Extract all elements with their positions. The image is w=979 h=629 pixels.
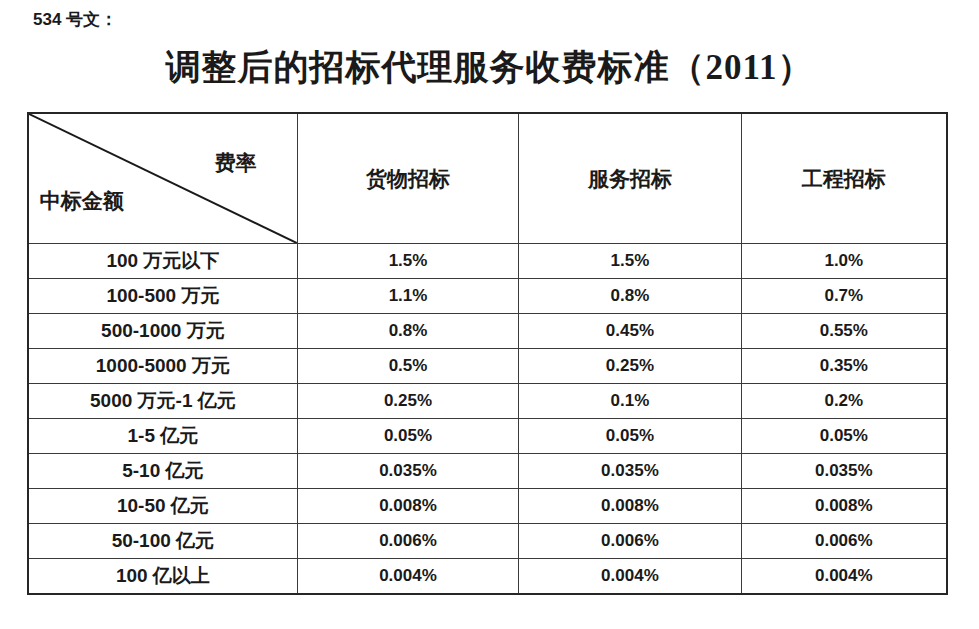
table-row: 100-500 万元 1.1% 0.8% 0.7% — [28, 279, 947, 314]
rate-value: 1.5% — [519, 244, 741, 279]
table-row: 10-50 亿元 0.008% 0.008% 0.008% — [28, 489, 947, 524]
rate-value: 0.45% — [519, 314, 741, 349]
rate-value: 0.004% — [741, 559, 947, 595]
rate-value: 0.8% — [519, 279, 741, 314]
table-row: 1-5 亿元 0.05% 0.05% 0.05% — [28, 419, 947, 454]
table-row: 5000 万元-1 亿元 0.25% 0.1% 0.2% — [28, 384, 947, 419]
corner-label-rate: 费率 — [215, 149, 257, 177]
table-row: 1000-5000 万元 0.5% 0.25% 0.35% — [28, 349, 947, 384]
rate-value: 0.035% — [297, 454, 518, 489]
rate-value: 1.5% — [297, 244, 518, 279]
amount-range-label: 5000 万元-1 亿元 — [28, 384, 297, 419]
document-page: 534 号文： 调整后的招标代理服务收费标准（2011） 费率 中标金额 货物招… — [0, 0, 979, 629]
rate-value: 0.05% — [519, 419, 741, 454]
table-row: 5-10 亿元 0.035% 0.035% 0.035% — [28, 454, 947, 489]
rate-value: 0.008% — [741, 489, 947, 524]
diagonal-divider-line — [29, 114, 297, 243]
rate-value: 0.25% — [297, 384, 518, 419]
rate-value: 0.35% — [741, 349, 947, 384]
column-header-services: 服务招标 — [519, 113, 741, 244]
rate-value: 0.008% — [519, 489, 741, 524]
amount-range-label: 10-50 亿元 — [28, 489, 297, 524]
rate-value: 0.004% — [297, 559, 518, 595]
corner-label-amount: 中标金额 — [40, 187, 124, 215]
table-corner-cell: 费率 中标金额 — [28, 113, 297, 244]
rate-value: 0.7% — [741, 279, 947, 314]
amount-range-label: 100 亿以上 — [28, 559, 297, 595]
rate-value: 0.5% — [297, 349, 518, 384]
rate-value: 0.05% — [297, 419, 518, 454]
rate-value: 0.2% — [741, 384, 947, 419]
rate-value: 0.25% — [519, 349, 741, 384]
fee-table: 费率 中标金额 货物招标 服务招标 工程招标 100 万元以下 1.5% 1.5… — [27, 112, 948, 595]
rate-value: 0.55% — [741, 314, 947, 349]
rate-value: 1.0% — [741, 244, 947, 279]
amount-range-label: 50-100 亿元 — [28, 524, 297, 559]
column-header-engineering: 工程招标 — [741, 113, 947, 244]
rate-value: 1.1% — [297, 279, 518, 314]
rate-value: 0.1% — [519, 384, 741, 419]
table-row: 50-100 亿元 0.006% 0.006% 0.006% — [28, 524, 947, 559]
rate-value: 0.035% — [741, 454, 947, 489]
rate-value: 0.004% — [519, 559, 741, 595]
rate-value: 0.035% — [519, 454, 741, 489]
amount-range-label: 500-1000 万元 — [28, 314, 297, 349]
table-row: 100 万元以下 1.5% 1.5% 1.0% — [28, 244, 947, 279]
doc-title: 调整后的招标代理服务收费标准（2011） — [0, 44, 979, 91]
rate-value: 0.006% — [519, 524, 741, 559]
rate-value: 0.008% — [297, 489, 518, 524]
column-header-goods: 货物招标 — [297, 113, 518, 244]
amount-range-label: 1-5 亿元 — [28, 419, 297, 454]
rate-value: 0.05% — [741, 419, 947, 454]
rate-value: 0.006% — [297, 524, 518, 559]
table-row: 500-1000 万元 0.8% 0.45% 0.55% — [28, 314, 947, 349]
doc-number: 534 号文： — [33, 8, 117, 31]
amount-range-label: 100 万元以下 — [28, 244, 297, 279]
table-row: 100 亿以上 0.004% 0.004% 0.004% — [28, 559, 947, 595]
rate-value: 0.006% — [741, 524, 947, 559]
header-row: 费率 中标金额 货物招标 服务招标 工程招标 — [28, 113, 947, 244]
amount-range-label: 100-500 万元 — [28, 279, 297, 314]
rate-value: 0.8% — [297, 314, 518, 349]
amount-range-label: 5-10 亿元 — [28, 454, 297, 489]
amount-range-label: 1000-5000 万元 — [28, 349, 297, 384]
